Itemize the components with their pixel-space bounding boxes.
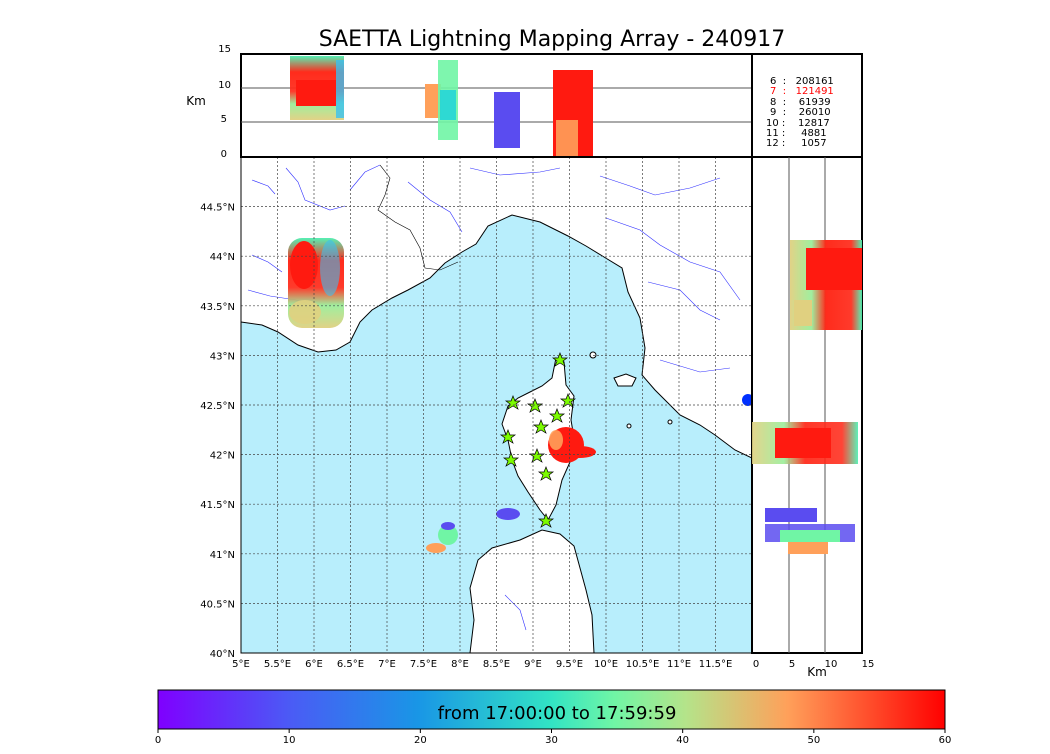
figure-title: SAETTA Lightning Mapping Array - 240917 [319, 27, 786, 52]
time-colorbar: from 17:00:00 to 17:59:59 [157, 689, 946, 730]
source-count-stats: 6 : 208161 7 : 121491 8 : 61939 9 : 2601… [766, 76, 834, 149]
blue-marker [742, 394, 752, 406]
colorbar-tick-label: 40 [676, 735, 689, 746]
longitude-label: 6.5°E [337, 659, 364, 670]
top-panel-ylabel: Km [186, 94, 206, 108]
top-panel-sources [290, 56, 593, 156]
station-star [537, 513, 555, 528]
stat-row: 10 : 12817 [766, 118, 830, 129]
latitude-label: 42°N [210, 451, 235, 462]
station-star [559, 393, 577, 408]
side-panel-tick-5: 5 [789, 659, 795, 670]
latitude-label: 42.5°N [200, 401, 235, 412]
latitude-label: 41°N [210, 550, 235, 561]
map-gridlines [241, 157, 752, 653]
station-star [499, 429, 517, 444]
colorbar-label: from 17:00:00 to 17:59:59 [438, 703, 677, 724]
longitude-label: 6°E [305, 659, 323, 670]
latitude-labels: 44.5°N 44°N 43.5°N 43°N 42.5°N 42°N 41.5°N 41°N… [200, 203, 235, 660]
longitude-labels: 5°E 5.5°E 6°E 6.5°E 7°E 7.5°E 8°E 8.5°E 9°E 9.5°E… [232, 659, 732, 670]
colorbar-tick-label: 60 [939, 735, 952, 746]
sardinia-island [469, 529, 595, 653]
stat-row: 8 : 61939 [770, 97, 831, 108]
side-panel-sources [752, 240, 862, 554]
station-star [502, 452, 520, 467]
colorbar-ticks: 0 10 20 30 40 50 60 [155, 729, 952, 746]
side-panel-tick-0: 0 [753, 659, 759, 670]
side-panel-tick-10: 10 [825, 659, 838, 670]
colorbar-tick-label: 20 [414, 735, 427, 746]
latitude-label: 44°N [210, 252, 235, 263]
station-star [551, 352, 569, 367]
latitude-label: 40.5°N [200, 599, 235, 610]
top-panel-tick-5: 5 [221, 114, 227, 125]
latitude-label: 43°N [210, 351, 235, 362]
country-borders [377, 164, 459, 271]
longitude-label: 10°E [594, 659, 618, 670]
elba-island [613, 373, 637, 387]
lma-stations [499, 352, 577, 528]
latitude-label: 40°N [210, 649, 235, 660]
station-star [537, 466, 555, 481]
longitude-label: 7.5°E [410, 659, 437, 670]
stat-row: 9 : 26010 [770, 107, 831, 118]
stat-row: 6 : 208161 [770, 76, 834, 87]
longitude-label: 11°E [667, 659, 691, 670]
station-star [528, 448, 546, 463]
stat-row-highlight: 7 : 121491 [770, 86, 834, 97]
longitude-label: 8°E [451, 659, 469, 670]
colorbar-tick-label: 30 [545, 735, 558, 746]
longitude-label: 11.5°E [699, 659, 733, 670]
plan-view-map [240, 156, 862, 654]
longitude-label: 5.5°E [264, 659, 291, 670]
top-panel-tick-15: 15 [218, 44, 231, 55]
latitude-label: 43.5°N [200, 302, 235, 313]
stat-row: 12 : 1057 [766, 138, 827, 149]
latitude-label: 41.5°N [200, 500, 235, 511]
longitude-label: 10.5°E [626, 659, 660, 670]
colorbar-tick-label: 0 [155, 735, 161, 746]
longitude-label: 5°E [232, 659, 250, 670]
station-star [532, 419, 550, 434]
side-altitude-panel [751, 156, 863, 654]
rivers [247, 164, 741, 631]
longitude-label: 9.5°E [556, 659, 583, 670]
station-star [526, 398, 544, 413]
longitude-label: 9°E [524, 659, 542, 670]
colorbar-tick-label: 50 [807, 735, 820, 746]
corsica-island [501, 357, 575, 521]
top-panel-tick-10: 10 [218, 80, 231, 91]
latitude-label: 44.5°N [200, 203, 235, 214]
longitude-label: 8.5°E [483, 659, 510, 670]
top-altitude-panel [240, 53, 863, 158]
colorbar-tick-label: 10 [283, 735, 296, 746]
side-panel-tick-15: 15 [862, 659, 875, 670]
top-panel-tick-0: 0 [221, 149, 227, 160]
longitude-label: 7°E [378, 659, 396, 670]
station-star [548, 408, 566, 423]
side-panel-xlabel: Km [807, 665, 827, 679]
stat-row: 11 : 4881 [766, 128, 827, 139]
station-star [504, 395, 522, 410]
